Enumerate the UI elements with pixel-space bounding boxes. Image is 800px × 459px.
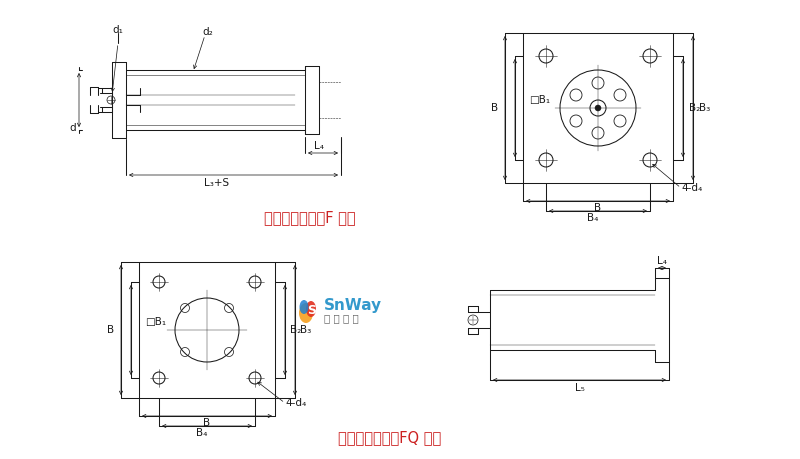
Text: d: d (70, 123, 76, 133)
Text: 神 威 气 动: 神 威 气 动 (324, 313, 358, 323)
Text: S: S (307, 303, 317, 317)
Text: B₄: B₄ (587, 213, 598, 223)
Ellipse shape (306, 301, 316, 317)
Text: 后法兰式气缸（F 型）: 后法兰式气缸（F 型） (264, 211, 356, 225)
Text: □B₁: □B₁ (145, 317, 166, 327)
Text: B: B (203, 418, 210, 428)
Text: B₂: B₂ (689, 103, 700, 113)
Text: B₃: B₃ (699, 103, 710, 113)
Text: d₁: d₁ (113, 25, 123, 35)
Text: B₄: B₄ (196, 428, 208, 438)
Text: L₅: L₅ (574, 383, 585, 393)
Text: L₄: L₄ (314, 141, 324, 151)
Text: B₃: B₃ (300, 325, 311, 335)
Text: L₃+S: L₃+S (205, 178, 230, 188)
Ellipse shape (299, 300, 309, 314)
Text: L₄: L₄ (657, 256, 667, 266)
Ellipse shape (299, 303, 313, 323)
Text: □B₁: □B₁ (529, 95, 550, 105)
Text: B: B (594, 203, 602, 213)
Text: B: B (107, 325, 114, 335)
Text: SnWay: SnWay (324, 297, 382, 313)
Text: 4-d₄: 4-d₄ (681, 183, 702, 193)
Text: 前法兰式气缸（FQ 型）: 前法兰式气缸（FQ 型） (338, 431, 442, 446)
Text: 4-d₄: 4-d₄ (285, 398, 306, 408)
Text: B₂: B₂ (290, 325, 302, 335)
Text: B: B (491, 103, 498, 113)
Text: d₂: d₂ (202, 27, 214, 37)
Circle shape (595, 105, 601, 111)
